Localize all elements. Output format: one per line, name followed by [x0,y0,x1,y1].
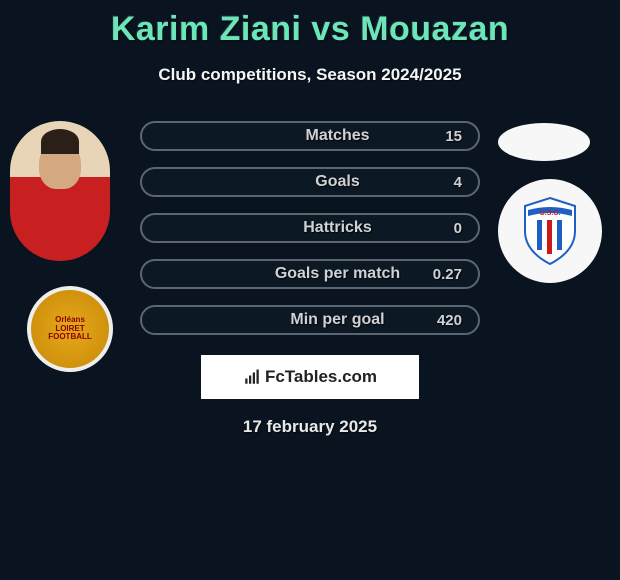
stat-value: 420 [422,312,462,329]
shield-initials: U.S.C. [540,210,561,217]
watermark-text: FcTables.com [265,367,377,387]
stat-label: Matches [253,127,422,145]
club-badge-left-text: Orléans LOIRET FOOTBALL [48,316,92,342]
stat-label: Goals per match [253,265,422,283]
stat-value: 0.27 [422,266,462,283]
stat-label: Goals [253,173,422,191]
stat-row: Hattricks 0 [140,213,480,243]
stat-row: Matches 15 [140,121,480,151]
bar-chart-icon [243,368,261,386]
club-badge-line1: Orléans [55,315,85,324]
comparison-subtitle: Club competitions, Season 2024/2025 [0,65,620,85]
avatar-hair [41,129,79,154]
stat-label: Min per goal [253,311,422,329]
footer-date: 17 february 2025 [0,417,620,437]
shield-icon: U.S.C. [520,196,580,266]
stat-value: 4 [422,174,462,191]
club-badge-left: Orléans LOIRET FOOTBALL [27,286,113,372]
stat-row: Min per goal 420 [140,305,480,335]
player-left-avatar [10,121,110,261]
main-comparison-area: Orléans LOIRET FOOTBALL U.S.C. Matches 1… [0,121,620,437]
club-badge-line2: LOIRET [55,324,84,333]
club-badge-right: U.S.C. [498,179,602,283]
watermark: FcTables.com [201,355,419,399]
stat-label: Hattricks [253,219,422,237]
stat-value: 15 [422,128,462,145]
player-right-placeholder [498,123,590,161]
stat-row: Goals per match 0.27 [140,259,480,289]
club-badge-line3: FOOTBALL [48,332,92,341]
comparison-title: Karim Ziani vs Mouazan [0,0,620,49]
stat-row: Goals 4 [140,167,480,197]
stat-value: 0 [422,220,462,237]
avatar-face [39,139,81,189]
stat-rows-container: Matches 15 Goals 4 Hattricks 0 Goals per… [140,121,480,335]
